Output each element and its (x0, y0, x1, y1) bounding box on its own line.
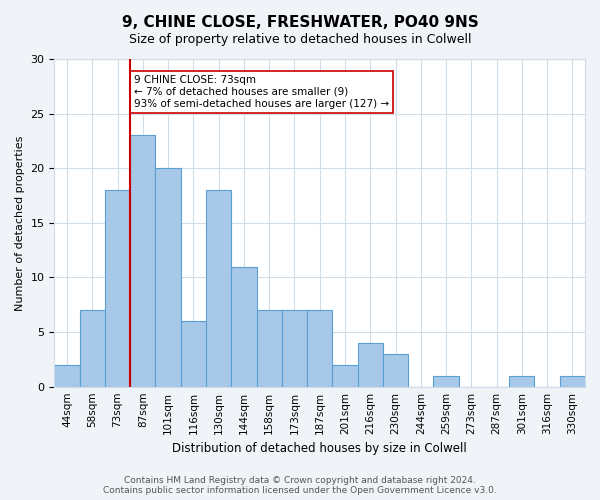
Bar (206, 190, 231, 386)
Bar (332, 365, 358, 386)
Bar (231, 266, 257, 386)
Bar (257, 310, 282, 386)
Text: 9, CHINE CLOSE, FRESHWATER, PO40 9NS: 9, CHINE CLOSE, FRESHWATER, PO40 9NS (122, 15, 478, 30)
Bar (383, 354, 408, 386)
Bar (155, 168, 181, 386)
Bar (358, 343, 383, 386)
Bar (560, 376, 585, 386)
Bar (55, 365, 80, 386)
Bar (307, 310, 332, 386)
Text: 9 CHINE CLOSE: 73sqm
← 7% of detached houses are smaller (9)
93% of semi-detache: 9 CHINE CLOSE: 73sqm ← 7% of detached ho… (134, 76, 389, 108)
Bar (509, 376, 535, 386)
Bar (80, 310, 105, 386)
Y-axis label: Number of detached properties: Number of detached properties (15, 135, 25, 310)
Bar (130, 136, 155, 386)
Bar (433, 376, 458, 386)
Bar (282, 310, 307, 386)
X-axis label: Distribution of detached houses by size in Colwell: Distribution of detached houses by size … (172, 442, 467, 455)
Bar (105, 190, 130, 386)
Text: Contains HM Land Registry data © Crown copyright and database right 2024.
Contai: Contains HM Land Registry data © Crown c… (103, 476, 497, 495)
Bar (181, 321, 206, 386)
Text: Size of property relative to detached houses in Colwell: Size of property relative to detached ho… (129, 32, 471, 46)
